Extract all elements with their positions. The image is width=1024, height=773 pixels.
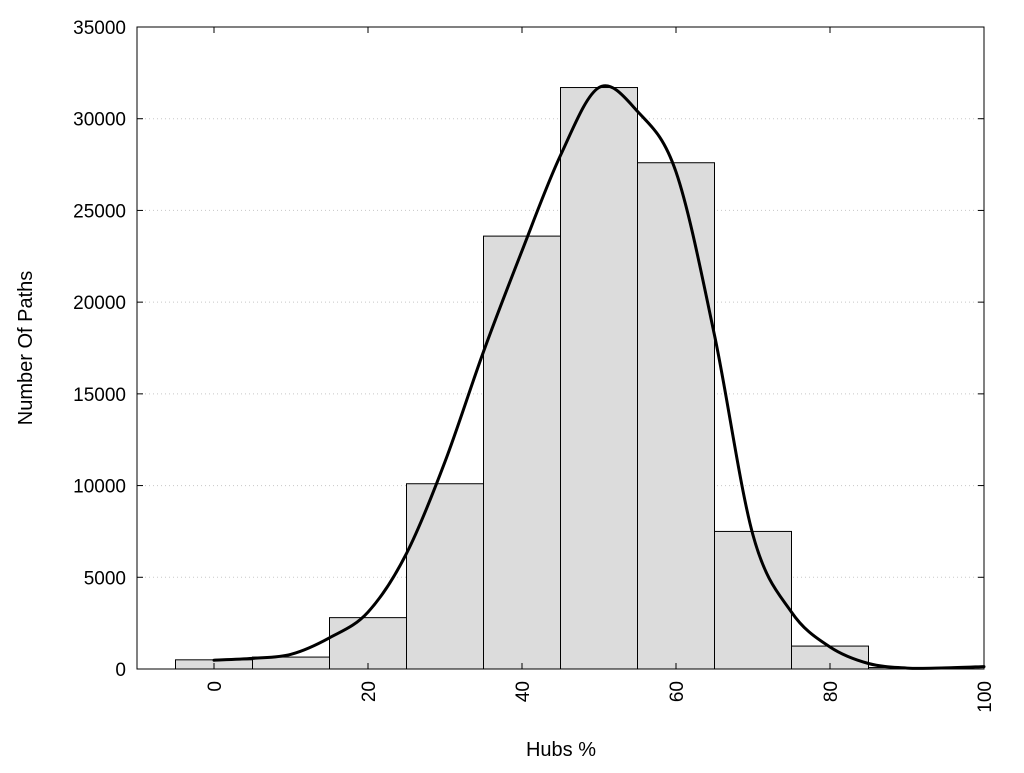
y-axis-title: Number Of Paths xyxy=(15,271,37,426)
histogram-bar xyxy=(637,162,715,670)
tick-layer: 0 5000 10000 15000 20000 25000 30000 35000 0 20 40… xyxy=(73,18,996,713)
x-tick-label: 20 xyxy=(359,681,380,702)
histogram-bar xyxy=(406,483,484,670)
x-tick-label: 80 xyxy=(821,681,842,702)
y-tick-label: 20000 xyxy=(73,293,126,314)
histogram-bar xyxy=(714,530,792,670)
x-tick-label: 0 xyxy=(205,681,226,692)
y-tick-label: 0 xyxy=(115,660,126,681)
y-tick-label: 25000 xyxy=(73,201,126,222)
y-tick-label: 5000 xyxy=(84,568,126,589)
bar-layer xyxy=(175,87,946,670)
density-curve xyxy=(212,84,986,670)
y-tick-label: 15000 xyxy=(73,385,126,406)
histogram-bar xyxy=(329,617,407,670)
histogram-bar xyxy=(560,87,638,670)
curve-layer xyxy=(212,84,986,670)
plot-frame xyxy=(136,26,985,670)
y-tick-label: 10000 xyxy=(73,477,126,498)
y-tick-label: 30000 xyxy=(73,110,126,131)
x-tick-label: 100 xyxy=(975,681,996,713)
x-tick-label: 60 xyxy=(667,681,688,702)
y-tick-label: 35000 xyxy=(73,18,126,39)
histogram-bar xyxy=(483,235,561,670)
x-axis-title: Hubs % xyxy=(526,739,596,761)
x-tick-label: 40 xyxy=(513,681,534,702)
